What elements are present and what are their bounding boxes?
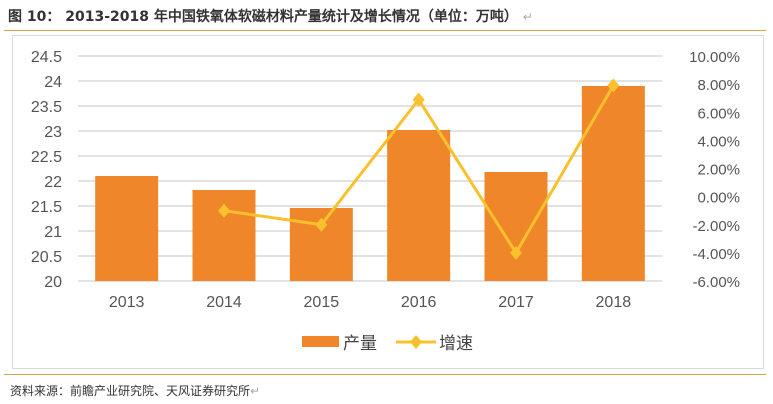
chart-frame xyxy=(12,35,764,369)
growth-marker xyxy=(412,92,425,107)
y-left-tick-label: 23.5 xyxy=(31,99,62,116)
legend-marker xyxy=(410,335,422,349)
y-left-tick-label: 20.5 xyxy=(31,249,62,266)
y-left-tick-label: 20 xyxy=(44,274,62,291)
legend-label-bar: 产量 xyxy=(343,334,377,354)
legend-swatch-bar xyxy=(302,336,339,347)
x-tick-label: 2014 xyxy=(206,294,242,311)
y-right-tick-label: -4.00% xyxy=(692,246,740,263)
y-left-tick-label: 24 xyxy=(44,74,62,91)
y-right-tick-label: 10.00% xyxy=(689,49,740,66)
source-note: 资料来源：前瞻产业研究院、天风证券研究所↵ xyxy=(10,384,261,398)
legend-label-line: 增速 xyxy=(439,334,473,354)
source-rule xyxy=(4,374,766,375)
y-left-tick-label: 22.5 xyxy=(31,149,62,166)
y-right-tick-label: 4.00% xyxy=(697,133,740,150)
y-right-tick-label: 6.00% xyxy=(697,105,740,122)
bar-2018 xyxy=(581,86,645,281)
x-tick-label: 2015 xyxy=(304,294,340,311)
y-left-tick-label: 22 xyxy=(44,174,62,191)
bar-2016 xyxy=(387,130,451,281)
y-right-tick-label: -2.00% xyxy=(692,218,740,235)
y-right-tick-label: 8.00% xyxy=(697,77,740,94)
bar-2017 xyxy=(484,172,548,281)
figure-title: 图 10： 2013-2018 年中国铁氧体软磁材料产量统计及增长情况（单位：万… xyxy=(8,9,533,25)
y-right-tick-label: 0.00% xyxy=(697,190,740,207)
growth-marker xyxy=(510,245,522,260)
x-tick-label: 2013 xyxy=(109,294,145,311)
y-left-tick-label: 23 xyxy=(44,124,62,141)
y-right-tick-label: 2.00% xyxy=(697,162,740,179)
bar-2013 xyxy=(95,176,159,281)
y-left-tick-label: 21.5 xyxy=(31,199,62,216)
y-left-tick-label: 21 xyxy=(44,224,62,241)
y-left-tick-label: 24.5 xyxy=(31,49,62,66)
growth-marker xyxy=(315,217,328,232)
x-tick-label: 2018 xyxy=(596,294,632,311)
x-tick-label: 2016 xyxy=(401,294,437,311)
y-right-tick-label: -6.00% xyxy=(692,274,740,291)
growth-marker xyxy=(607,78,620,93)
growth-marker xyxy=(218,203,230,218)
bar-2014 xyxy=(192,190,256,281)
title-rule xyxy=(4,30,766,31)
x-tick-label: 2017 xyxy=(498,294,534,311)
